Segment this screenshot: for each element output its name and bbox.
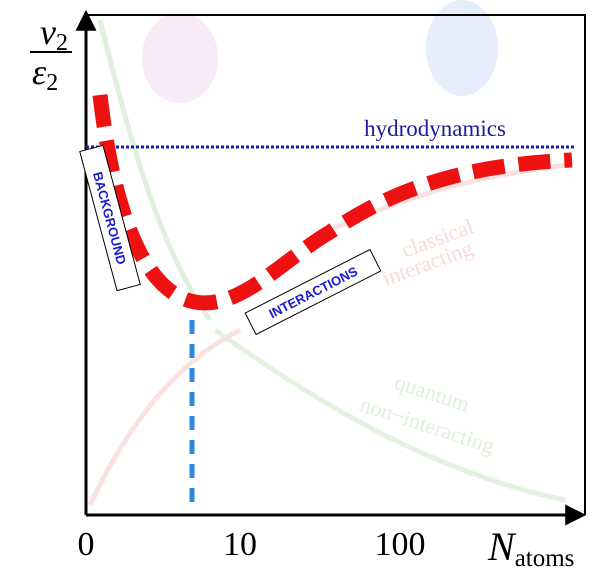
blob	[142, 13, 218, 103]
interactions-box: INTERACTIONS	[244, 248, 382, 336]
y-den: ε	[32, 52, 47, 92]
x-label-sub: atoms	[515, 545, 575, 572]
y-label-numerator: v2	[40, 12, 68, 56]
blob	[426, 0, 498, 96]
faint-curve	[213, 327, 566, 503]
hydrodynamics-label: hydrodynamics	[364, 116, 506, 141]
x-tick-label: 0	[78, 526, 95, 563]
y-label-denominator: ε2	[32, 52, 58, 96]
faint-curve	[87, 327, 242, 507]
x-label-base: N	[487, 524, 517, 569]
frame	[86, 14, 586, 515]
v2-curve	[92, 94, 573, 311]
x-tick-label: 10	[223, 526, 257, 563]
faint-curve	[97, 19, 213, 322]
x-label: Natoms	[487, 524, 574, 572]
y-num: v	[40, 12, 56, 52]
y-num-sub: 2	[56, 30, 68, 56]
y-den-sub: 2	[46, 70, 58, 96]
x-tick-label: 100	[375, 526, 426, 563]
